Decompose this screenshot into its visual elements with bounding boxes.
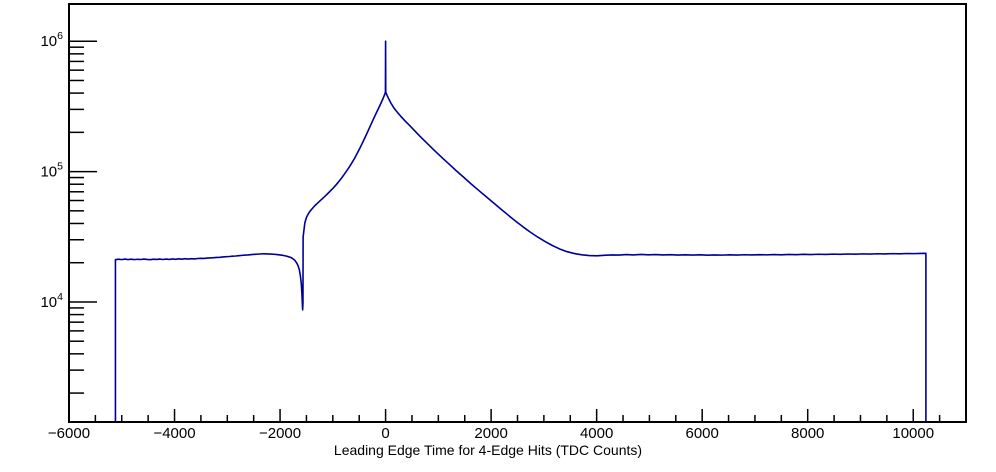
plot-frame [68, 3, 967, 423]
x-axis-tick-label: −4000 [153, 425, 195, 442]
x-axis-tick-label: −6000 [48, 425, 90, 442]
x-axis-tick-label: 2000 [474, 425, 507, 442]
y-axis-tick-label: 105 [40, 161, 63, 181]
y-axis-tick-label: 106 [40, 30, 63, 50]
x-axis-tick-label: 6000 [685, 425, 718, 442]
x-axis-tick-label: 0 [381, 425, 389, 442]
x-axis-tick-label: 4000 [580, 425, 613, 442]
x-axis-tick-label: 10000 [892, 425, 934, 442]
y-axis-tick-label: 104 [40, 291, 63, 311]
y-axis-tick-exponent: 5 [57, 161, 63, 173]
y-axis-tick-exponent: 6 [57, 30, 63, 42]
y-axis-tick-exponent: 4 [57, 291, 63, 303]
x-axis-tick-label: −2000 [259, 425, 301, 442]
histogram-curve [69, 40, 966, 423]
x-axis-title: Leading Edge Time for 4-Edge Hits (TDC C… [333, 442, 643, 458]
x-axis-tick-label: 8000 [791, 425, 824, 442]
